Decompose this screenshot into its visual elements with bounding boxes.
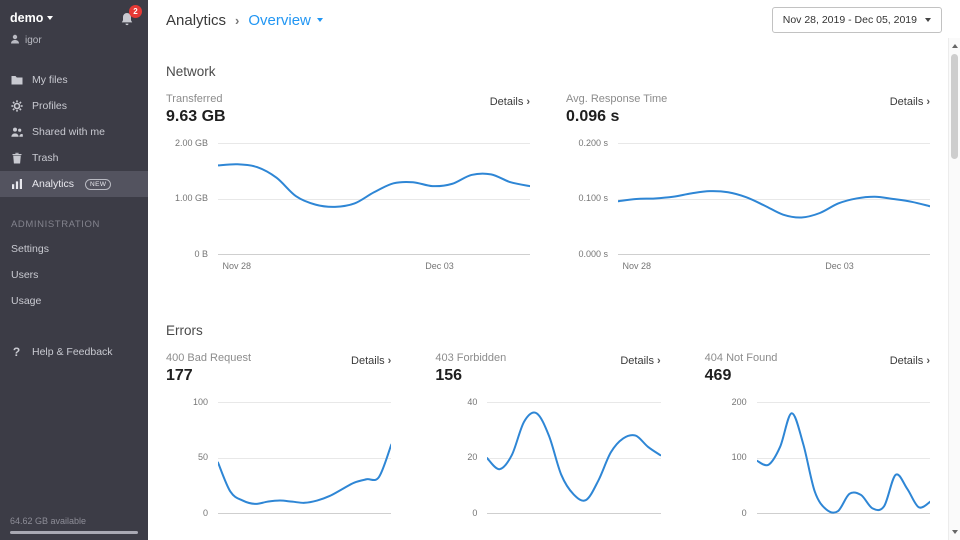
scroll-down-arrow[interactable] (949, 526, 960, 538)
section-title-network: Network (166, 64, 216, 79)
chevron-right-icon: › (387, 355, 392, 367)
sidebar-item-help-feedback[interactable]: ? Help & Feedback (0, 338, 148, 366)
chart-card-transferred: Transferred 9.63 GB Details › 2.00 GB 1.00… (166, 93, 530, 273)
triangle-down-icon (951, 530, 958, 534)
line-chart-400-bad-request: 100 50 0 (166, 397, 392, 532)
trash-icon (10, 152, 23, 164)
sidebar-item-trash[interactable]: Trash (0, 145, 148, 171)
metric-label: 400 Bad Request (166, 352, 252, 364)
account-switcher[interactable]: demo (10, 9, 54, 26)
metric-value: 9.63 GB (166, 108, 226, 125)
sidebar-item-label: My files (32, 74, 68, 86)
details-link[interactable]: Details › (489, 96, 530, 108)
line-chart-avg-response-time: 0.200 s 0.100 s 0.000 s Nov 28 Dec 03 (566, 138, 930, 273)
details-link[interactable]: Details › (620, 355, 661, 367)
chevron-down-icon (925, 18, 931, 22)
chevron-right-icon: › (926, 355, 930, 367)
sidebar-item-label: Analytics (32, 178, 75, 190)
sidebar-nav: My files Profiles (0, 67, 148, 366)
sidebar-item-analytics[interactable]: Analytics NEW (0, 171, 148, 197)
chevron-down-icon (316, 18, 323, 22)
sidebar-item-settings[interactable]: Settings (0, 236, 148, 262)
breadcrumb-chevron-icon: › (235, 12, 240, 28)
network-section: Network Transferred 9.63 GB Details › 2.0… (166, 64, 930, 273)
chart-card-avg-response-time: Avg. Response Time 0.096 s Details › 0.20… (566, 93, 930, 273)
sidebar-item-label: Profiles (32, 100, 68, 112)
scrollbar-thumb[interactable] (951, 54, 958, 159)
date-range-label: Nov 28, 2019 - Dec 05, 2019 (782, 14, 917, 26)
errors-section: Errors 400 Bad Request 177 Details › 100 5… (166, 323, 930, 532)
line-chart-403-forbidden: 40 20 0 (435, 397, 661, 532)
sidebar-item-label: Trash (32, 152, 59, 164)
account-block: demo 2 igor (0, 0, 148, 59)
scrollbar[interactable] (948, 38, 960, 540)
sidebar-item-label: Shared with me (32, 126, 105, 138)
breadcrumb: Analytics › Overview (166, 12, 323, 29)
chevron-right-icon: › (926, 96, 930, 108)
details-link[interactable]: Details › (889, 355, 930, 367)
gear-icon (10, 100, 23, 112)
metric-label: Transferred (166, 93, 223, 105)
question-mark-icon: ? (12, 345, 21, 359)
folder-icon (10, 74, 23, 86)
details-link[interactable]: Details › (889, 96, 930, 108)
dashboard-content: Network Transferred 9.63 GB Details › 2.0… (148, 40, 960, 532)
chevron-right-icon: › (526, 96, 530, 108)
view-selector-label: Overview (248, 11, 311, 29)
sidebar-item-label: Users (11, 269, 39, 281)
chart-card-404-not-found: 404 Not Found 469 Details › 200 100 0 (705, 352, 930, 532)
admin-section-title: ADMINISTRATION (11, 219, 100, 230)
scroll-up-arrow[interactable] (949, 40, 960, 52)
chart-card-403-forbidden: 403 Forbidden 156 Details › 40 20 0 (435, 352, 661, 532)
sidebar: demo 2 igor My files (0, 0, 148, 540)
sidebar-item-label: Settings (11, 243, 49, 255)
people-icon (10, 126, 23, 138)
sidebar-item-my-files[interactable]: My files (0, 67, 148, 93)
sidebar-item-label: Help & Feedback (32, 346, 113, 358)
metric-value: 177 (166, 367, 193, 384)
storage-indicator: 64.62 GB available (0, 516, 148, 540)
new-badge: NEW (85, 178, 112, 190)
sidebar-item-shared-with-me[interactable]: Shared with me (0, 119, 148, 145)
topbar: Analytics › Overview Nov 28, 2019 - Dec … (148, 0, 960, 40)
sidebar-item-users[interactable]: Users (0, 262, 148, 288)
current-user: igor (10, 34, 138, 47)
chevron-down-icon (47, 15, 54, 20)
notification-count-badge: 2 (129, 5, 142, 18)
storage-available-text: 64.62 GB available (10, 516, 87, 526)
main-area: Analytics › Overview Nov 28, 2019 - Dec … (148, 0, 960, 540)
bar-chart-icon (10, 178, 23, 190)
details-link[interactable]: Details › (351, 355, 392, 367)
sidebar-item-label: Usage (11, 295, 42, 307)
sidebar-item-usage[interactable]: Usage (0, 288, 148, 314)
line-chart-404-not-found: 200 100 0 (705, 397, 930, 532)
account-name: demo (10, 11, 44, 25)
line-chart-transferred: 2.00 GB 1.00 GB 0 B Nov 28 Dec 03 (166, 138, 530, 273)
username: igor (25, 35, 42, 46)
metric-value: 156 (435, 367, 463, 384)
person-icon (10, 34, 20, 47)
metric-label: 404 Not Found (704, 352, 778, 364)
page-title: Analytics (166, 11, 227, 29)
section-title-errors: Errors (166, 323, 203, 338)
notifications-button[interactable]: 2 (120, 5, 142, 27)
metric-value: 0.096 s (566, 108, 620, 125)
chevron-right-icon: › (656, 355, 661, 367)
metric-label: 403 Forbidden (435, 352, 507, 364)
metric-value: 469 (704, 367, 732, 384)
storage-bar (10, 531, 138, 534)
view-selector[interactable]: Overview (248, 12, 323, 29)
storage-bar-fill (10, 531, 138, 534)
date-range-picker[interactable]: Nov 28, 2019 - Dec 05, 2019 (771, 7, 942, 33)
sidebar-item-profiles[interactable]: Profiles (0, 93, 148, 119)
triangle-up-icon (951, 44, 958, 48)
chart-card-400-bad-request: 400 Bad Request 177 Details › 100 50 0 (166, 352, 392, 532)
metric-label: Avg. Response Time (566, 93, 668, 105)
